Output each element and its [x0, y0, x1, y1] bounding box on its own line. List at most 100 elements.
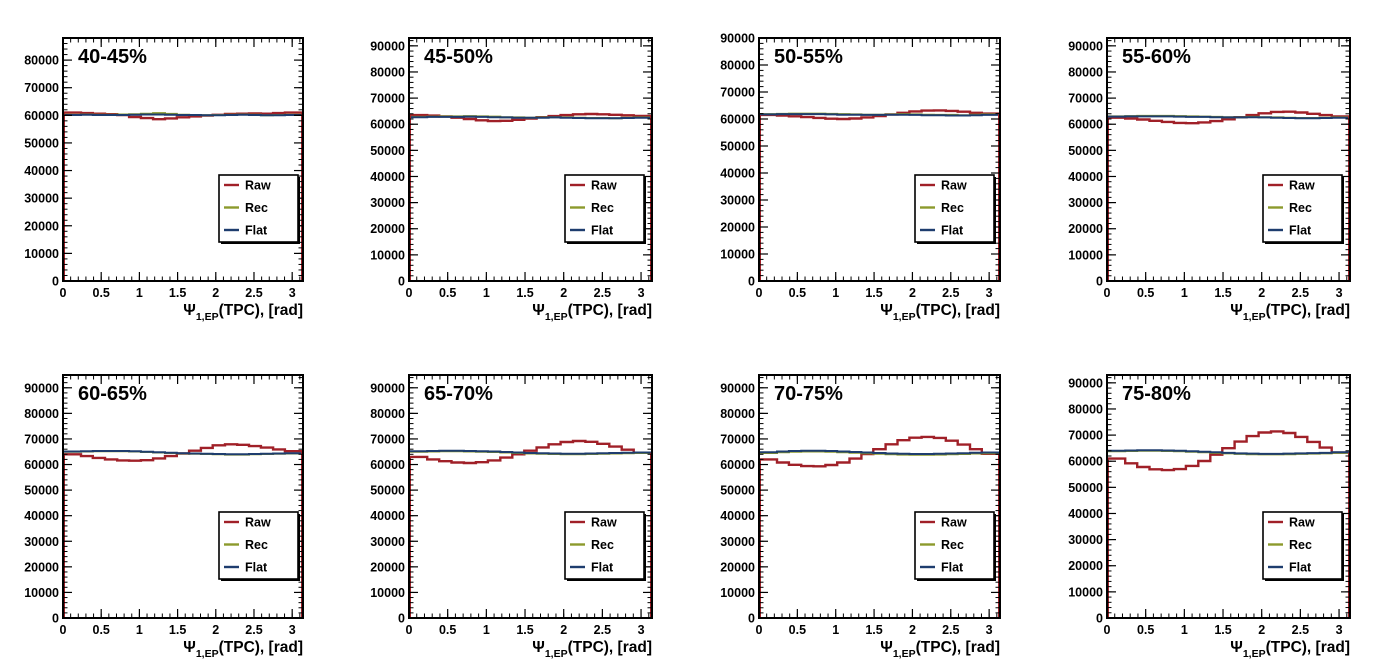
- legend-label-raw: Raw: [245, 179, 271, 193]
- chart-panel: 0 0.5 1 1.5 2 2.5 3 0 10000 20000 30000 40000 50000 6…: [1068, 374, 1351, 660]
- legend-label-flat: Flat: [591, 561, 614, 575]
- y-tick-label: 0: [748, 275, 755, 289]
- y-tick-label: 70000: [720, 432, 755, 446]
- plot-frame: [408, 374, 653, 619]
- y-tick-label: 90000: [370, 39, 405, 53]
- chart-panel: 0 0.5 1 1.5 2 2.5 3 0 10000 20000 30000 40000 50000 6…: [24, 374, 304, 660]
- x-tick-label: 2: [212, 286, 219, 300]
- y-tick-label: 10000: [370, 586, 405, 600]
- y-tick-label: 50000: [720, 140, 755, 154]
- x-tick-label: 2: [909, 623, 916, 637]
- legend-label-flat: Flat: [245, 561, 268, 575]
- y-tick-label: 50000: [1068, 481, 1103, 495]
- panel-title: 45-50%: [424, 46, 493, 68]
- x-axis-label-text: (TPC), [rad]: [219, 639, 303, 656]
- y-tick-label: 50000: [1068, 144, 1103, 158]
- y-tick-label: 60000: [370, 458, 405, 472]
- y-tick-label: 10000: [370, 248, 405, 262]
- x-tick-label: 2.5: [245, 623, 262, 637]
- y-tick-label: 0: [52, 275, 59, 289]
- panel-title: 55-60%: [1122, 46, 1191, 68]
- x-axis-label-text: (TPC), [rad]: [1266, 302, 1350, 319]
- legend: Raw Rec Flat: [914, 511, 996, 581]
- y-tick-label: 70000: [1068, 92, 1103, 106]
- chart-panel: 0 0.5 1 1.5 2 2.5 3 0 10000 20000 30000 40000 50000 6…: [370, 37, 653, 323]
- y-tick-label: 80000: [1068, 65, 1103, 79]
- y-tick-label: 20000: [720, 560, 755, 574]
- x-tick-label: 2: [1258, 286, 1265, 300]
- y-tick-label: 80000: [370, 65, 405, 79]
- series-line-raw: [409, 439, 652, 465]
- y-tick-label: 40000: [370, 509, 405, 523]
- x-tick-label: 0: [406, 286, 413, 300]
- y-tick-label: 70000: [24, 81, 59, 95]
- y-tick-label: 50000: [720, 484, 755, 498]
- panel-title: 50-55%: [774, 46, 843, 68]
- series-line-flat: [63, 113, 303, 117]
- y-tick-label: 60000: [720, 113, 755, 127]
- y-tick-label: 30000: [24, 535, 59, 549]
- x-tick-label: 3: [1336, 623, 1343, 637]
- y-tick-label: 40000: [24, 164, 59, 178]
- x-tick-label: 2.5: [1292, 286, 1309, 300]
- series-line-flat: [409, 449, 652, 455]
- x-axis-label-symbol: Ψ: [532, 639, 545, 656]
- legend-label-rec: Rec: [591, 201, 614, 215]
- y-tick-label: 60000: [720, 458, 755, 472]
- legend-label-raw: Raw: [1289, 516, 1315, 530]
- legend: Raw Rec Flat: [564, 174, 646, 244]
- x-tick-label: 0: [406, 623, 413, 637]
- x-tick-label: 0: [1104, 623, 1111, 637]
- x-tick-label: 0.5: [439, 623, 456, 637]
- y-tick-label: 40000: [370, 170, 405, 184]
- y-tick-label: 30000: [1068, 533, 1103, 547]
- y-tick-label: 10000: [1068, 248, 1103, 262]
- x-axis-label-symbol: Ψ: [1230, 639, 1243, 656]
- y-tick-label: 0: [748, 612, 755, 626]
- y-tick-label: 50000: [24, 136, 59, 150]
- y-tick-label: 90000: [1068, 376, 1103, 390]
- legend-label-raw: Raw: [941, 179, 967, 193]
- y-tick-label: 10000: [24, 586, 59, 600]
- x-tick-label: 1: [1181, 286, 1188, 300]
- y-tick-label: 30000: [370, 196, 405, 210]
- y-tick-label: 60000: [1068, 455, 1103, 469]
- y-tick-label: 10000: [24, 247, 59, 261]
- y-tick-label: 90000: [370, 381, 405, 395]
- x-axis-label-text: (TPC), [rad]: [568, 639, 652, 656]
- legend-label-rec: Rec: [245, 538, 268, 552]
- legend-label-raw: Raw: [245, 516, 271, 530]
- x-tick-label: 2: [560, 286, 567, 300]
- panel-title: 65-70%: [424, 383, 493, 405]
- legend-label-flat: Flat: [941, 224, 964, 238]
- x-tick-label: 0: [60, 623, 67, 637]
- plot-frame: [758, 374, 1001, 619]
- legend-label-flat: Flat: [941, 561, 964, 575]
- x-tick-label: 0.5: [789, 286, 806, 300]
- x-axis-label-subscript: 1,EP: [545, 648, 568, 660]
- series-line-raw: [1107, 430, 1350, 472]
- y-tick-label: 80000: [720, 59, 755, 73]
- plot-frame: [1106, 374, 1351, 619]
- legend-label-rec: Rec: [1289, 538, 1312, 552]
- x-axis-label-subscript: 1,EP: [196, 311, 219, 323]
- y-tick-label: 30000: [720, 194, 755, 208]
- y-tick-label: 20000: [1068, 559, 1103, 573]
- x-tick-label: 2.5: [1292, 623, 1309, 637]
- x-axis-label-text: (TPC), [rad]: [568, 302, 652, 319]
- chart-panel: 0 0.5 1 1.5 2 2.5 3 0 10000 20000 30000 40000 50000 6…: [370, 374, 653, 660]
- y-tick-label: 80000: [24, 54, 59, 68]
- y-tick-label: 10000: [720, 248, 755, 262]
- panel-title: 70-75%: [774, 383, 843, 405]
- x-tick-label: 3: [1336, 286, 1343, 300]
- x-tick-label: 1: [483, 623, 490, 637]
- x-tick-label: 2: [1258, 623, 1265, 637]
- y-tick-label: 80000: [370, 407, 405, 421]
- y-tick-label: 10000: [720, 586, 755, 600]
- x-tick-label: 0.5: [789, 623, 806, 637]
- legend-label-raw: Raw: [591, 516, 617, 530]
- series-line-raw: [1107, 110, 1350, 125]
- x-tick-label: 1.5: [516, 623, 533, 637]
- y-tick-label: 80000: [720, 407, 755, 421]
